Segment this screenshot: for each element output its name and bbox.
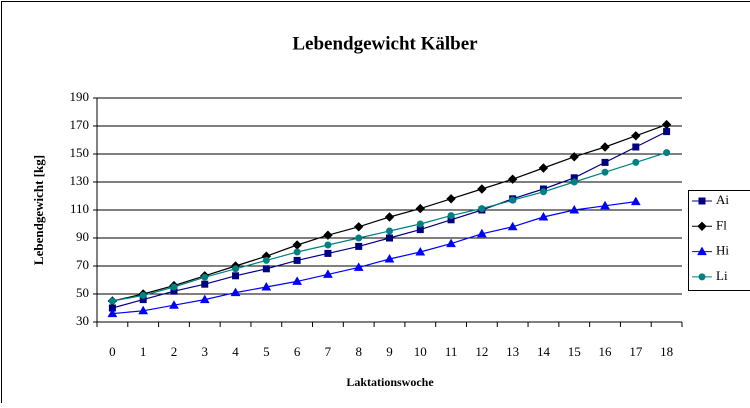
y-tick-label: 110: [70, 201, 89, 216]
marker: [510, 197, 516, 203]
marker: [479, 206, 485, 212]
y-tick-label: 30: [76, 313, 89, 328]
marker: [263, 257, 269, 263]
marker: [387, 235, 393, 241]
marker: [602, 169, 608, 175]
marker: [699, 274, 705, 280]
x-tick-label: 18: [660, 344, 673, 359]
x-axis-title: Laktationswoche: [346, 375, 434, 389]
marker: [448, 213, 454, 219]
x-tick-label: 17: [629, 344, 643, 359]
y-tick-label: 150: [70, 145, 90, 160]
x-tick-label: 8: [355, 344, 362, 359]
x-tick-label: 16: [599, 344, 613, 359]
x-tick-label: 7: [325, 344, 332, 359]
x-tick-label: 12: [475, 344, 488, 359]
marker: [202, 281, 208, 287]
marker: [540, 189, 546, 195]
x-tick-label: 2: [171, 344, 178, 359]
x-tick-label: 9: [386, 344, 393, 359]
marker: [664, 129, 670, 135]
x-tick-label: 6: [294, 344, 301, 359]
marker: [387, 228, 393, 234]
legend-label: Li: [716, 268, 728, 283]
y-tick-label: 50: [76, 285, 89, 300]
x-tick-label: 13: [506, 344, 519, 359]
marker: [325, 250, 331, 256]
y-tick-label: 70: [76, 257, 89, 272]
x-tick-label: 1: [140, 344, 147, 359]
marker: [171, 284, 177, 290]
legend-label: Hi: [716, 243, 729, 258]
marker: [109, 298, 115, 304]
marker: [571, 179, 577, 185]
y-axis-title: Lebendgewicht [kg]: [31, 155, 46, 265]
marker: [417, 221, 423, 227]
x-tick-label: 15: [568, 344, 581, 359]
chart-title: Lebendgewicht Kälber: [292, 33, 478, 54]
marker: [233, 266, 239, 272]
marker: [294, 249, 300, 255]
marker: [633, 144, 639, 150]
marker: [294, 257, 300, 263]
marker: [140, 292, 146, 298]
marker: [325, 242, 331, 248]
x-tick-label: 3: [202, 344, 209, 359]
marker: [263, 266, 269, 272]
marker: [356, 235, 362, 241]
x-tick-label: 0: [109, 344, 116, 359]
marker: [664, 150, 670, 156]
x-tick-label: 10: [414, 344, 427, 359]
x-tick-label: 11: [445, 344, 458, 359]
legend-label: Fl: [716, 217, 727, 232]
y-tick-label: 90: [76, 229, 89, 244]
marker: [699, 198, 705, 204]
legend-label: Ai: [716, 192, 729, 207]
x-tick-label: 5: [263, 344, 270, 359]
marker: [633, 159, 639, 165]
y-tick-label: 170: [70, 117, 90, 132]
y-tick-label: 130: [70, 173, 90, 188]
marker: [233, 273, 239, 279]
marker: [202, 274, 208, 280]
x-tick-label: 4: [232, 344, 239, 359]
marker: [602, 159, 608, 165]
x-tick-label: 14: [537, 344, 551, 359]
y-tick-label: 190: [70, 89, 90, 104]
marker: [356, 243, 362, 249]
